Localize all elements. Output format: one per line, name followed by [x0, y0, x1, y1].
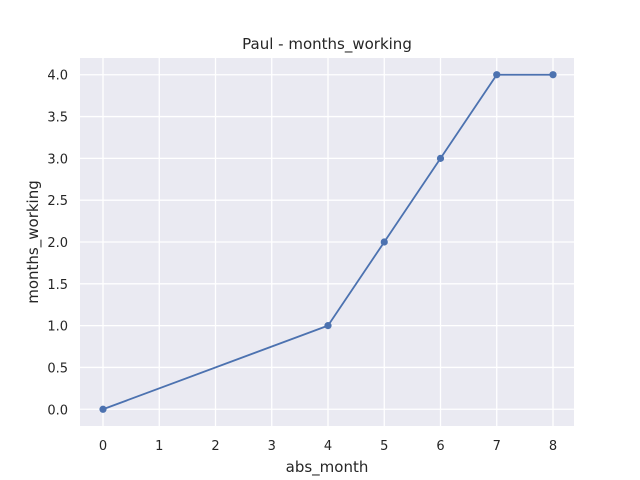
x-tick-label: 7	[493, 439, 501, 454]
x-tick-label: 2	[211, 439, 219, 454]
x-tick-label: 0	[99, 439, 107, 454]
x-tick-label: 5	[380, 439, 388, 454]
y-axis-ticks: 0.0 0.5 1.0 1.5 2.0 2.5 3.0 3.5 4.0	[47, 69, 68, 419]
data-point	[380, 238, 388, 246]
x-tick-label: 8	[549, 439, 557, 454]
y-tick-label: 3.5	[47, 111, 68, 126]
chart-title: Paul - months_working	[242, 35, 412, 54]
data-point	[493, 71, 501, 79]
x-tick-label: 4	[324, 439, 332, 454]
x-tick-label: 6	[436, 439, 444, 454]
y-tick-label: 2.5	[47, 194, 68, 209]
data-point	[324, 322, 332, 330]
data-point	[99, 405, 107, 413]
y-tick-label: 1.0	[47, 320, 68, 335]
y-tick-label: 0.5	[47, 361, 68, 376]
series	[99, 71, 557, 413]
y-tick-label: 3.0	[47, 152, 68, 167]
y-axis-label: months_working	[24, 180, 43, 304]
grid	[80, 58, 574, 426]
y-tick-label: 2.0	[47, 236, 68, 251]
y-tick-label: 0.0	[47, 403, 68, 418]
data-point	[436, 154, 445, 162]
data-point	[549, 71, 557, 79]
y-tick-label: 1.5	[47, 278, 68, 293]
x-axis-ticks: 0 1 2 3 4 5 6 7 8	[99, 439, 557, 454]
series-line	[102, 73, 553, 411]
x-tick-label: 3	[268, 439, 276, 454]
x-axis-label: abs_month	[286, 458, 369, 477]
x-tick-label: 1	[155, 439, 163, 454]
y-tick-label: 4.0	[47, 69, 68, 84]
